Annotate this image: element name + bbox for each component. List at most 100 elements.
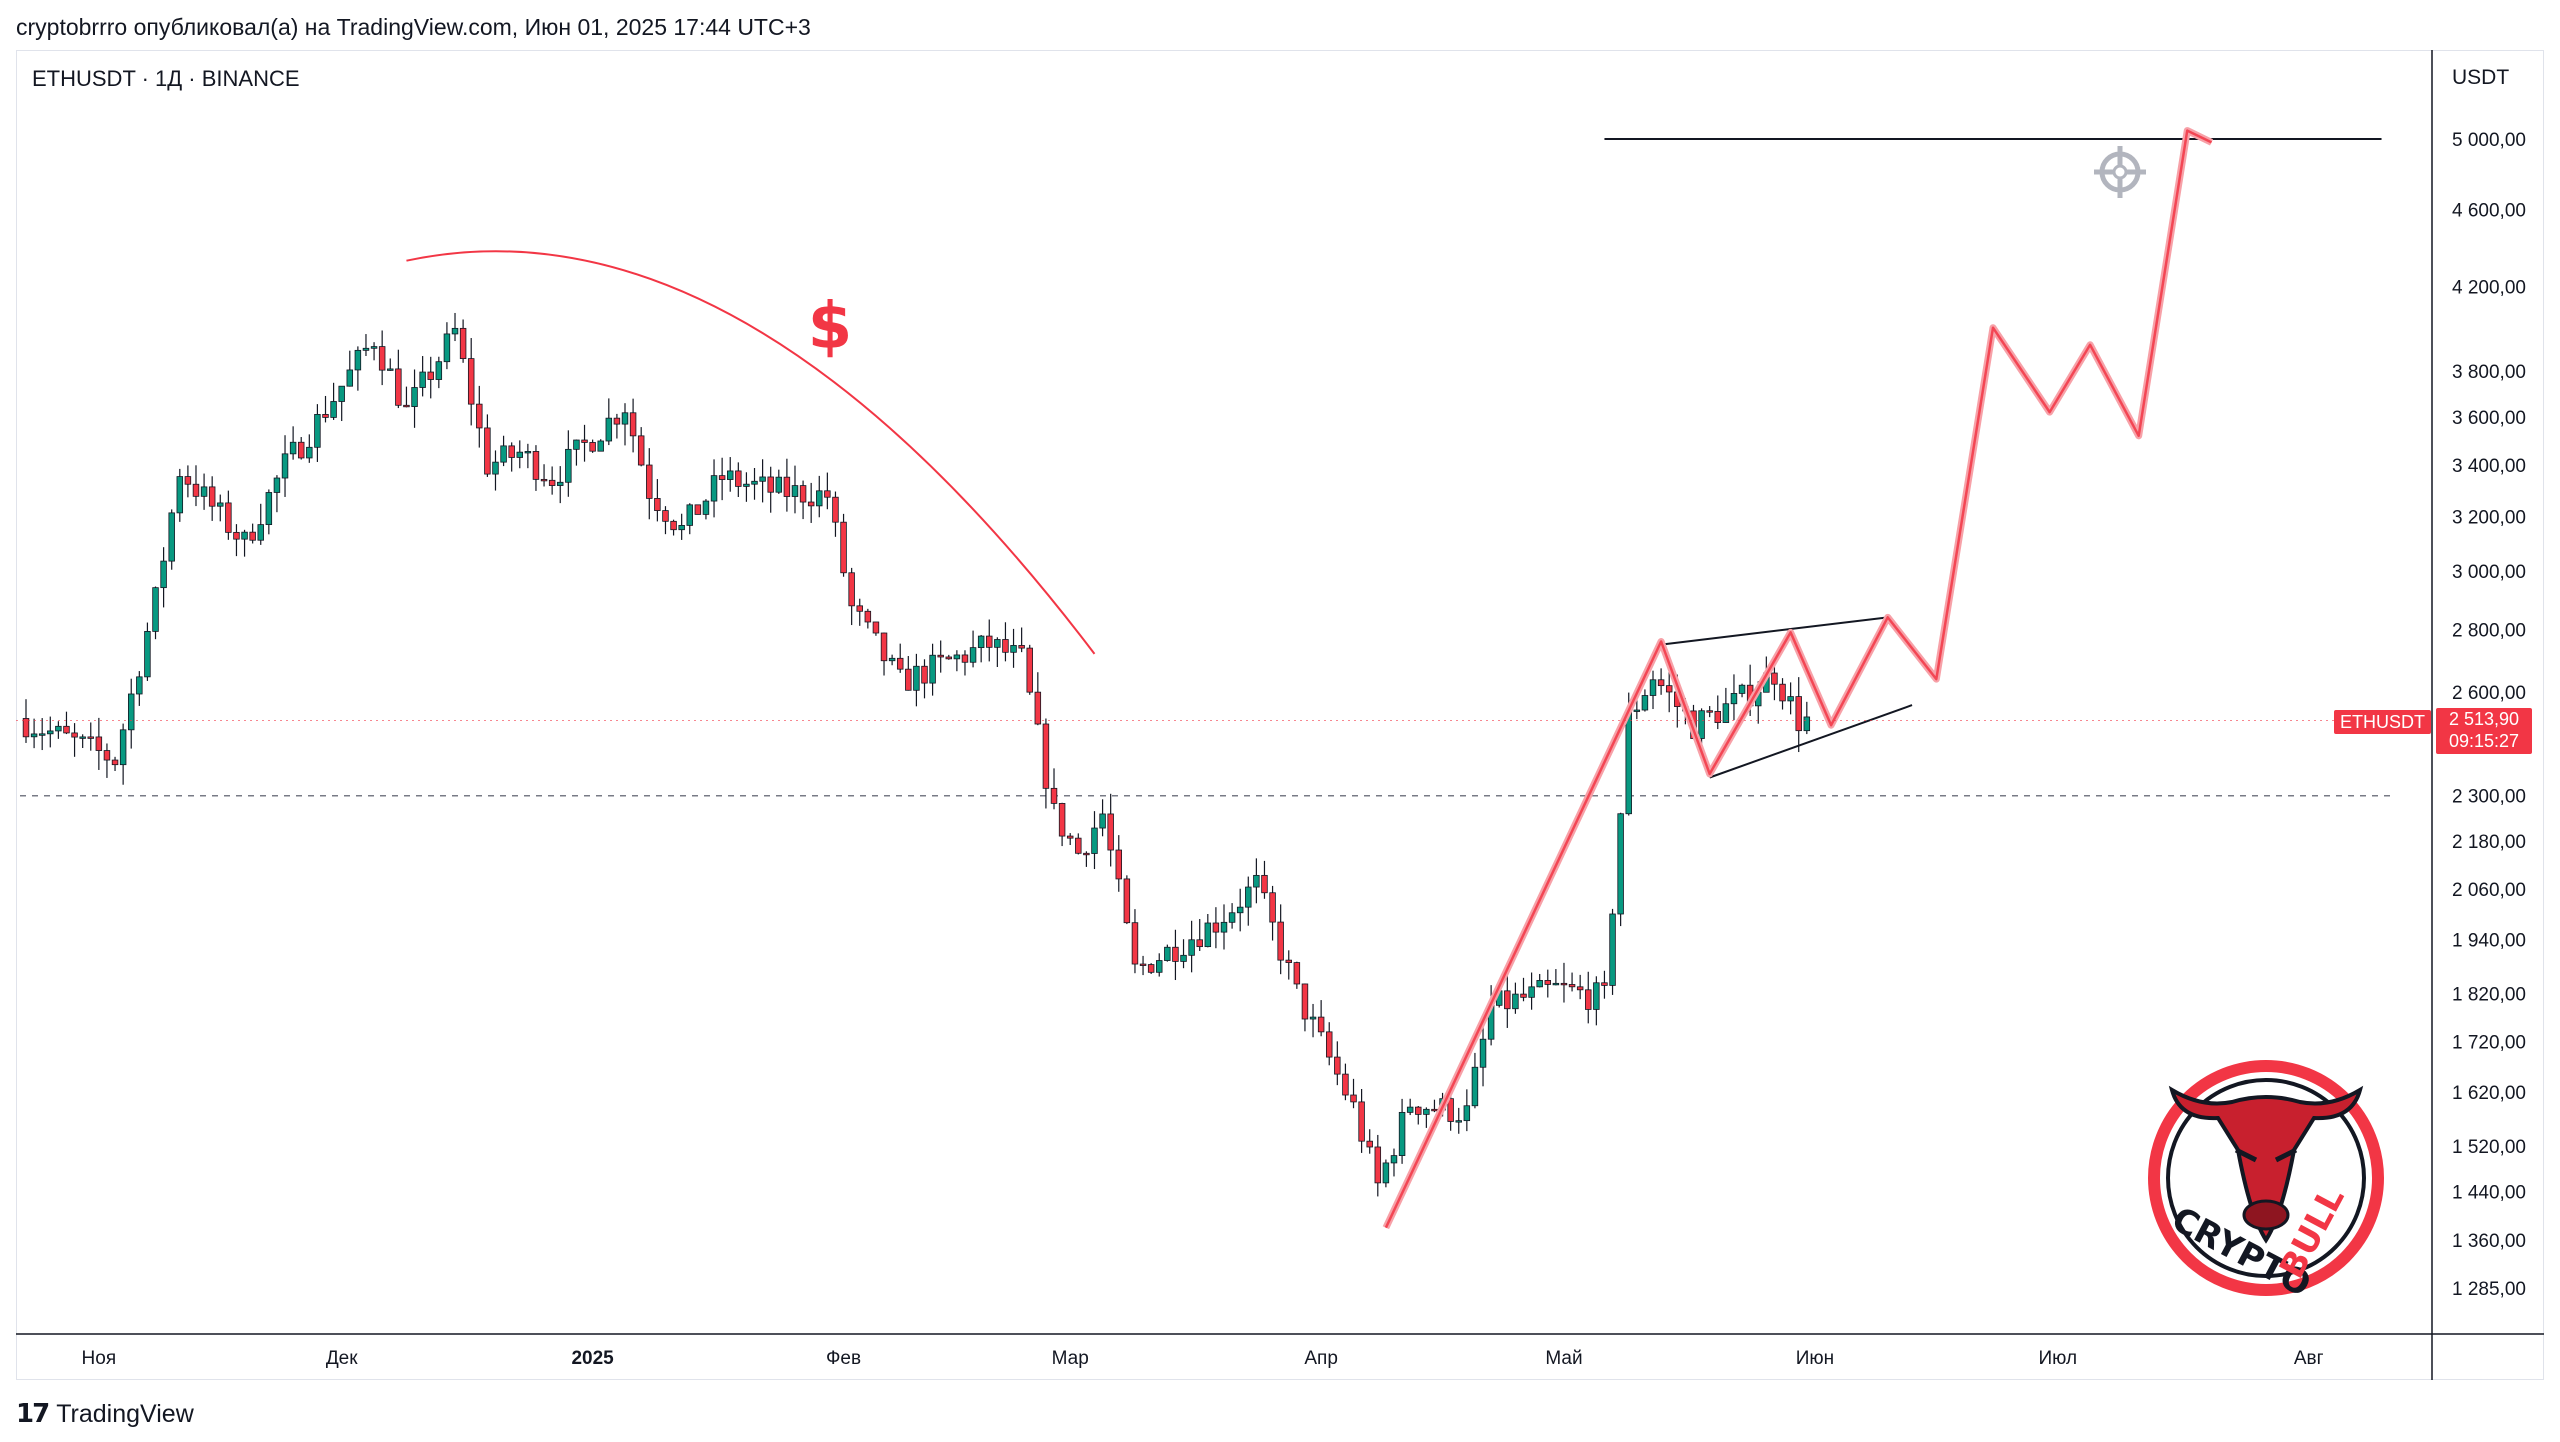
candle-body [184,476,192,485]
candle-body [662,510,669,522]
candle-body [1342,1073,1349,1096]
candle-body [387,368,394,371]
candle-body [1520,993,1527,998]
candle-body [281,453,289,479]
candle-body [119,729,127,766]
candle-body [1131,922,1139,965]
candle-body [516,451,524,458]
candle-body [581,439,588,443]
candle-body [1317,1016,1325,1033]
candle-body [1366,1140,1373,1148]
candle-body [751,480,758,485]
candle-body [297,441,305,459]
candle-body [1261,874,1268,894]
candle-body [378,346,386,371]
symbol-info[interactable]: ETHUSDT · 1Д · BINANCE [32,66,300,91]
currency-label[interactable]: USDT [2452,66,2510,89]
candle-body [824,490,831,498]
candle-body [467,358,475,405]
candle-body [484,427,491,475]
candle-body [152,587,159,632]
candle-body [1633,709,1641,712]
candle-body [71,732,78,738]
time-tick-label: Июн [1796,1348,1834,1369]
candle-body [1285,959,1292,963]
candle-body [1123,878,1131,924]
candle-body [913,665,920,691]
candle-body [403,404,410,408]
candle-body [726,470,734,480]
time-tick-label: Авг [2294,1348,2324,1369]
time-tick-label: Фев [826,1348,861,1369]
candle-body [1350,1094,1357,1103]
candle-body [1722,703,1730,723]
candle-body [1172,946,1179,962]
candle-body [540,478,548,482]
tradingview-icon: 17 [16,1399,50,1429]
candle-body [613,417,621,425]
crypto-bull-logo [2148,1060,2384,1296]
price-tick-label: 2 800,00 [2452,620,2526,641]
candle-body [1107,813,1114,851]
candle-body [605,417,613,442]
candle-body [1576,986,1584,991]
candle-body [1253,874,1260,888]
candle-body [500,445,507,463]
candle-body [888,657,896,662]
candle-body [63,725,70,734]
price-tick-label: 1 620,00 [2452,1083,2526,1104]
candle-body [1164,946,1171,961]
candle-body [168,512,175,562]
candle-body [1415,1106,1422,1115]
candle-body [1188,939,1195,956]
chart-frame[interactable] [16,50,2544,1380]
tradingview-logo[interactable]: 17 TradingView [16,1396,194,1432]
candle-body [710,475,718,502]
candle-body [1585,989,1592,1010]
candle-body [1803,716,1811,732]
pennant-lower-line [1709,704,1913,779]
candle-body [548,479,556,486]
candle-body [1277,921,1284,961]
time-tick-label: Апр [1304,1348,1338,1369]
candle-body [1625,709,1632,815]
candle-body [1220,921,1228,933]
candle-body [1568,984,1576,988]
candle-body [241,531,248,540]
price-tick-label: 2 600,00 [2452,683,2526,704]
time-tick-label: Июл [2038,1348,2077,1369]
resistance-arc [406,250,1096,655]
candle-body [1236,906,1244,914]
candle-body [306,446,313,459]
candle-body [1058,803,1066,837]
crosshair-target-icon[interactable] [2094,146,2146,198]
candle-body [694,504,702,515]
candle-body [370,346,378,349]
price-tick-label: 3 600,00 [2452,408,2526,429]
price-tick-label: 1 520,00 [2452,1137,2526,1158]
candle-body [127,693,135,731]
candle-body [1358,1101,1365,1142]
candle-body [565,448,572,483]
price-tick-label: 3 000,00 [2452,562,2526,583]
candle-body [1139,963,1147,966]
candle-body [637,435,645,466]
candle-body [79,736,86,739]
candle-body [896,657,904,670]
candle-body [192,483,200,497]
candle-body [1698,710,1705,739]
candle-body [929,654,936,684]
candle-body [1536,980,1543,988]
candle-body [1771,672,1778,685]
candle-body [144,631,151,678]
bar-countdown: 09:15:27 [2448,731,2520,751]
candle-body [257,524,264,541]
candle-body [573,439,580,450]
candle-body [1147,964,1155,973]
candle-body [1471,1066,1479,1107]
price-tick-label: 2 060,00 [2452,880,2526,901]
candle-body [678,525,685,531]
time-tick-label: Дек [326,1348,358,1369]
candle-body [1601,982,1608,986]
